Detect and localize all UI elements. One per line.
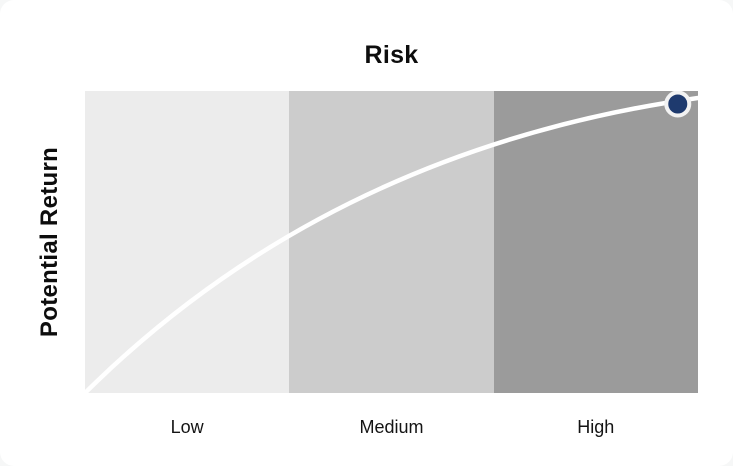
y-axis-label: Potential Return [36,146,63,338]
risk-band-high [493,91,698,393]
x-axis-labels: Low Medium High [85,417,698,438]
x-tick-low: Low [170,417,204,437]
risk-band-low [85,91,290,393]
plot-area [85,91,698,393]
return-curve [85,95,698,393]
return-curve-canvas [85,91,698,393]
risk-band-medium [289,91,494,393]
chart-title: Risk [364,41,419,69]
x-tick-high: High [577,417,615,437]
x-tick-medium: Medium [359,417,424,437]
endpoint-marker [664,91,692,118]
